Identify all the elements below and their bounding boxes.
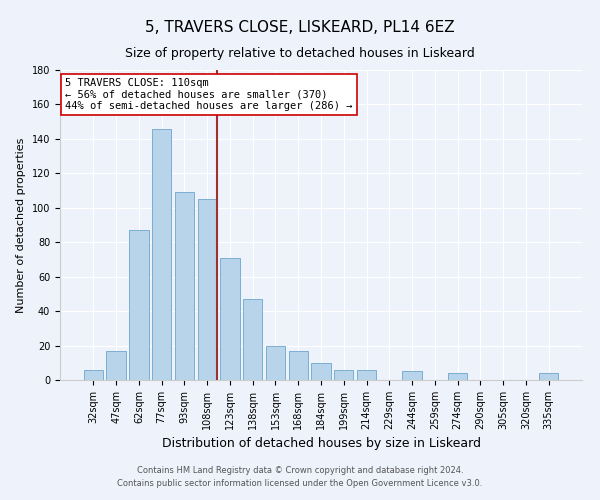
Bar	[197, 199, 217, 380]
Bar	[220, 258, 239, 380]
Bar	[289, 350, 308, 380]
Bar	[175, 192, 194, 380]
Bar	[334, 370, 353, 380]
Bar	[243, 299, 262, 380]
Bar	[106, 350, 126, 380]
Bar	[152, 128, 172, 380]
Bar	[539, 373, 558, 380]
Text: 5, TRAVERS CLOSE, LISKEARD, PL14 6EZ: 5, TRAVERS CLOSE, LISKEARD, PL14 6EZ	[145, 20, 455, 35]
Bar	[403, 372, 422, 380]
X-axis label: Distribution of detached houses by size in Liskeard: Distribution of detached houses by size …	[161, 438, 481, 450]
Text: Contains HM Land Registry data © Crown copyright and database right 2024.
Contai: Contains HM Land Registry data © Crown c…	[118, 466, 482, 487]
Bar	[311, 363, 331, 380]
Bar	[357, 370, 376, 380]
Bar	[266, 346, 285, 380]
Text: 5 TRAVERS CLOSE: 110sqm
← 56% of detached houses are smaller (370)
44% of semi-d: 5 TRAVERS CLOSE: 110sqm ← 56% of detache…	[65, 78, 353, 111]
Bar	[448, 373, 467, 380]
Bar	[129, 230, 149, 380]
Text: Size of property relative to detached houses in Liskeard: Size of property relative to detached ho…	[125, 48, 475, 60]
Bar	[84, 370, 103, 380]
Y-axis label: Number of detached properties: Number of detached properties	[16, 138, 26, 312]
